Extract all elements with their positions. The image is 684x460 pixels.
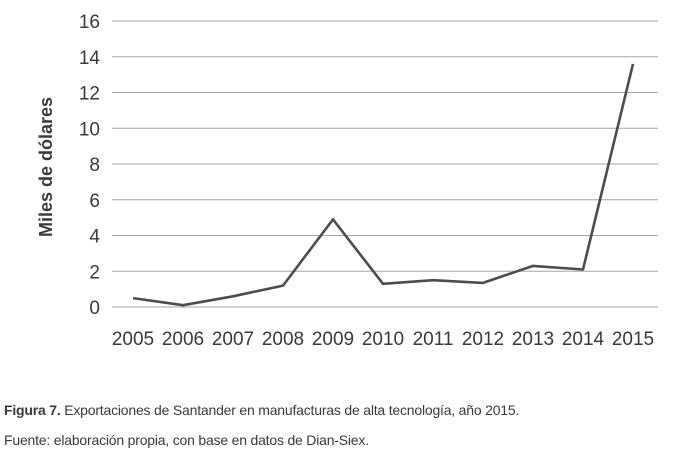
source-note: Fuente: elaboración propia, con base en …	[4, 432, 369, 448]
y-tick-label: 2	[89, 262, 100, 283]
x-tick-label: 2007	[212, 329, 254, 350]
x-tick-label: 2005	[112, 329, 154, 350]
x-tick-label: 2010	[362, 329, 404, 350]
y-tick-label: 12	[79, 84, 100, 105]
x-tick-label: 2009	[312, 329, 354, 350]
y-tick-label: 16	[79, 12, 100, 33]
figure-caption: Figura 7. Exportaciones de Santander en …	[4, 402, 519, 418]
y-tick-label: 14	[79, 48, 101, 69]
y-tick-label: 4	[89, 227, 100, 248]
y-tick-label: 6	[89, 191, 100, 212]
x-axis-ticks: 2005 2006 2007 2008 2009 2010 2011 2012 2013 2014…	[112, 329, 654, 350]
series-line	[132, 63, 635, 307]
y-axis-ticks: 0 2 4 6 8 10 12 14 16	[79, 12, 101, 319]
x-tick-label: 2008	[262, 329, 304, 350]
y-axis-label: Miles de dólares	[36, 97, 56, 237]
x-tick-label: 2015	[612, 329, 654, 350]
y-tick-label: 10	[79, 119, 100, 140]
x-tick-label: 2014	[562, 329, 605, 350]
figure-caption-text: Exportaciones de Santander en manufactur…	[60, 402, 520, 418]
figure-label: Figura 7.	[4, 402, 61, 418]
x-tick-label: 2011	[413, 329, 454, 350]
y-tick-label: 0	[89, 298, 100, 319]
x-tick-label: 2006	[162, 329, 204, 350]
y-tick-label: 8	[89, 155, 100, 176]
gridlines	[112, 20, 658, 308]
x-tick-label: 2013	[512, 329, 554, 350]
x-tick-label: 2012	[462, 329, 504, 350]
